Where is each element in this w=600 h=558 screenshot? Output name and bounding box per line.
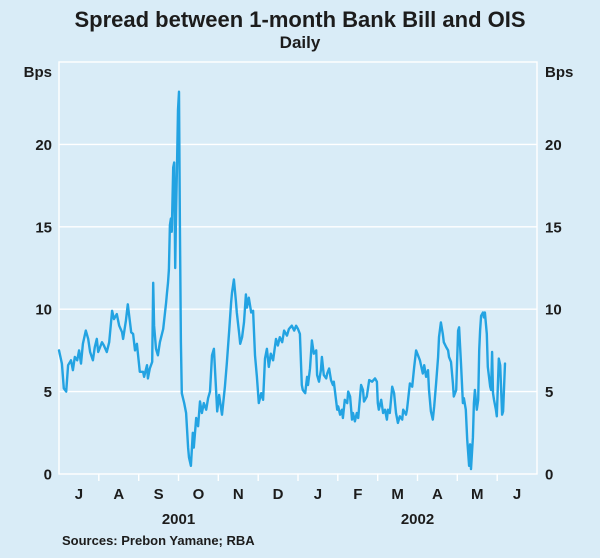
x-month-label: J: [513, 486, 521, 503]
y-unit-label-right: Bps: [545, 64, 573, 81]
x-month-label: S: [154, 486, 164, 503]
x-year-label: 2002: [401, 511, 434, 528]
spread-data-line: [57, 90, 507, 471]
y-tick-label-right: 10: [545, 302, 562, 319]
chart-sources: Sources: Prebon Yamane; RBA: [62, 533, 255, 548]
x-month-label: N: [233, 486, 244, 503]
y-tick-label-left: 20: [35, 137, 52, 154]
x-month-label: A: [113, 486, 124, 503]
x-year-label: 2001: [162, 511, 195, 528]
x-month-label: A: [432, 486, 443, 503]
x-month-label: O: [193, 486, 205, 503]
y-tick-label-right: 0: [545, 467, 553, 484]
x-month-label: M: [471, 486, 484, 503]
x-month-label: M: [391, 486, 404, 503]
y-unit-label-left: Bps: [24, 64, 52, 81]
y-tick-label-left: 15: [35, 219, 52, 236]
x-month-label: J: [75, 486, 83, 503]
chart-subtitle: Daily: [279, 33, 321, 52]
y-tick-label-right: 15: [545, 219, 562, 236]
x-month-label: J: [314, 486, 322, 503]
y-tick-label-right: 5: [545, 384, 553, 401]
y-tick-label-right: 20: [545, 137, 562, 154]
x-month-label: F: [353, 486, 362, 503]
y-tick-label-left: 0: [44, 467, 52, 484]
y-tick-label-left: 10: [35, 302, 52, 319]
y-tick-label-left: 5: [44, 384, 52, 401]
chart-title: Spread between 1-month Bank Bill and OIS: [74, 7, 526, 32]
x-month-label: D: [273, 486, 284, 503]
